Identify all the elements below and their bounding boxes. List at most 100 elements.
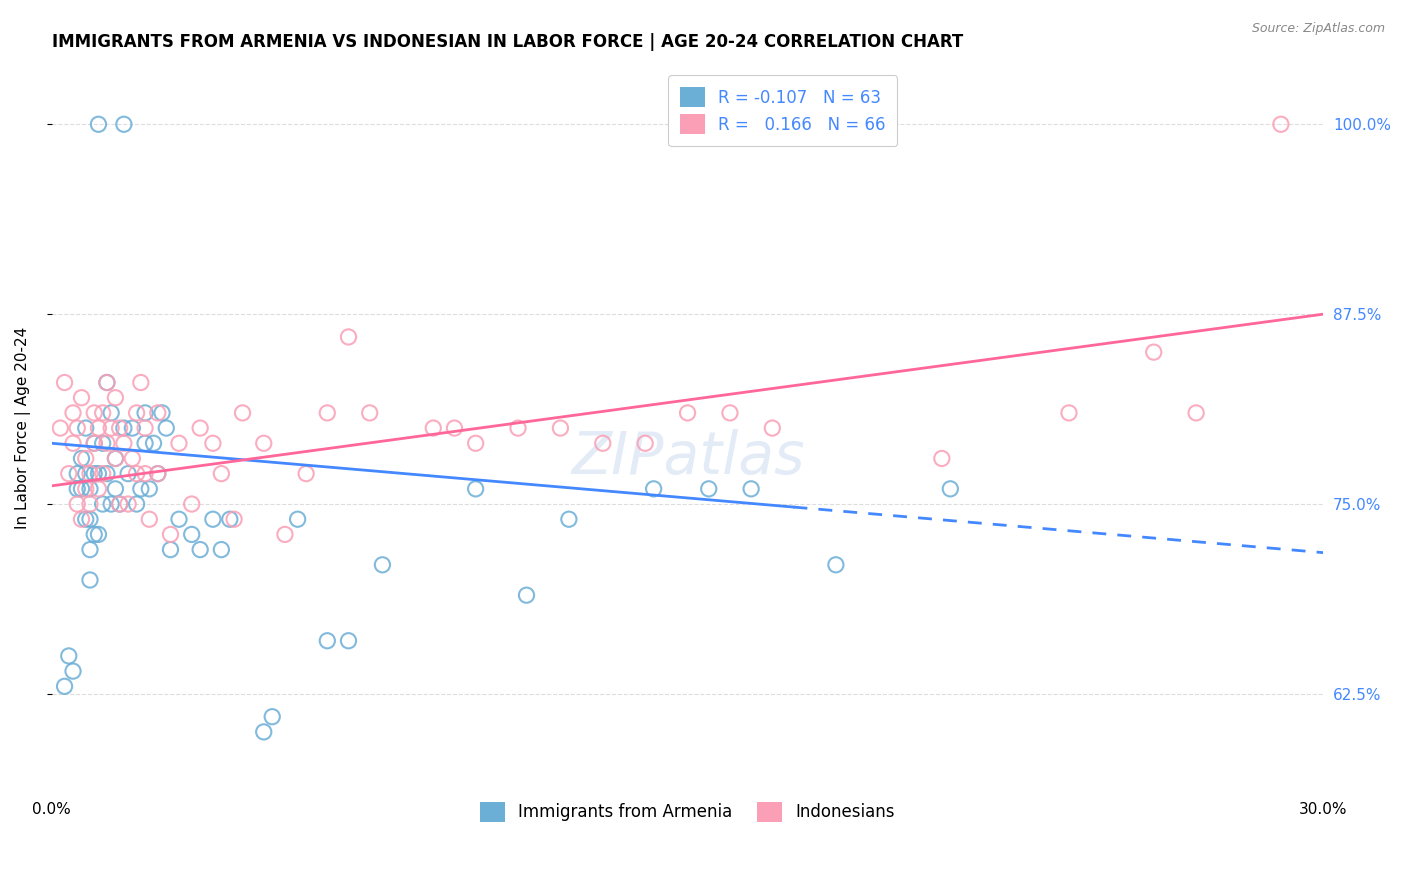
Point <box>70 451 93 466</box>
Point <box>155 421 177 435</box>
Point <box>592 436 614 450</box>
Point <box>79 497 101 511</box>
Point <box>464 482 486 496</box>
Point <box>253 436 276 450</box>
Point <box>79 482 101 496</box>
Point <box>371 558 394 572</box>
Point <box>825 558 848 572</box>
Point <box>75 512 97 526</box>
Point <box>159 542 181 557</box>
Point <box>1270 117 1292 131</box>
Point <box>931 451 953 466</box>
Point <box>108 497 131 511</box>
Point <box>100 421 122 435</box>
Point <box>134 467 156 481</box>
Point <box>58 648 80 663</box>
Point <box>134 421 156 435</box>
Point <box>506 421 529 435</box>
Point <box>253 725 276 739</box>
Point <box>209 467 232 481</box>
Point <box>146 467 169 481</box>
Point <box>134 406 156 420</box>
Point <box>761 421 783 435</box>
Point <box>697 482 720 496</box>
Point <box>104 451 127 466</box>
Point <box>100 406 122 420</box>
Text: ZIPatlas: ZIPatlas <box>571 429 804 486</box>
Point <box>167 436 190 450</box>
Point <box>121 451 143 466</box>
Point <box>146 406 169 420</box>
Point <box>117 467 139 481</box>
Point <box>91 406 114 420</box>
Point <box>146 467 169 481</box>
Point <box>125 497 148 511</box>
Point <box>87 467 110 481</box>
Point <box>125 406 148 420</box>
Point <box>676 406 699 420</box>
Point <box>125 467 148 481</box>
Point <box>295 467 318 481</box>
Point <box>58 467 80 481</box>
Point <box>218 512 240 526</box>
Point <box>75 482 97 496</box>
Point <box>62 436 84 450</box>
Point <box>91 467 114 481</box>
Point <box>201 512 224 526</box>
Point <box>104 482 127 496</box>
Point <box>129 482 152 496</box>
Point <box>117 497 139 511</box>
Point <box>66 421 89 435</box>
Point <box>138 512 160 526</box>
Point <box>188 421 211 435</box>
Point <box>422 421 444 435</box>
Point <box>96 436 118 450</box>
Point <box>337 633 360 648</box>
Point <box>79 573 101 587</box>
Point <box>79 467 101 481</box>
Point <box>96 467 118 481</box>
Point <box>740 482 762 496</box>
Point <box>167 512 190 526</box>
Point <box>1143 345 1166 359</box>
Point <box>53 376 76 390</box>
Point <box>62 664 84 678</box>
Point <box>53 679 76 693</box>
Point <box>104 391 127 405</box>
Point <box>79 542 101 557</box>
Point <box>515 588 537 602</box>
Point <box>96 376 118 390</box>
Point <box>939 482 962 496</box>
Point <box>96 376 118 390</box>
Point <box>87 421 110 435</box>
Point <box>464 436 486 450</box>
Point <box>558 512 581 526</box>
Point <box>83 527 105 541</box>
Point <box>1185 406 1208 420</box>
Point <box>49 421 72 435</box>
Point <box>188 542 211 557</box>
Point <box>222 512 245 526</box>
Point <box>209 542 232 557</box>
Point <box>262 709 284 723</box>
Y-axis label: In Labor Force | Age 20-24: In Labor Force | Age 20-24 <box>15 327 31 529</box>
Point <box>232 406 254 420</box>
Legend: Immigrants from Armenia, Indonesians: Immigrants from Armenia, Indonesians <box>467 789 908 836</box>
Point <box>66 467 89 481</box>
Point <box>70 391 93 405</box>
Point <box>108 497 131 511</box>
Point <box>75 451 97 466</box>
Point <box>180 527 202 541</box>
Point <box>180 497 202 511</box>
Point <box>87 482 110 496</box>
Point <box>79 512 101 526</box>
Point <box>87 527 110 541</box>
Point <box>550 421 572 435</box>
Point <box>108 421 131 435</box>
Text: Source: ZipAtlas.com: Source: ZipAtlas.com <box>1251 22 1385 36</box>
Point <box>150 406 173 420</box>
Point <box>634 436 657 450</box>
Point <box>287 512 309 526</box>
Point <box>66 482 89 496</box>
Point <box>129 376 152 390</box>
